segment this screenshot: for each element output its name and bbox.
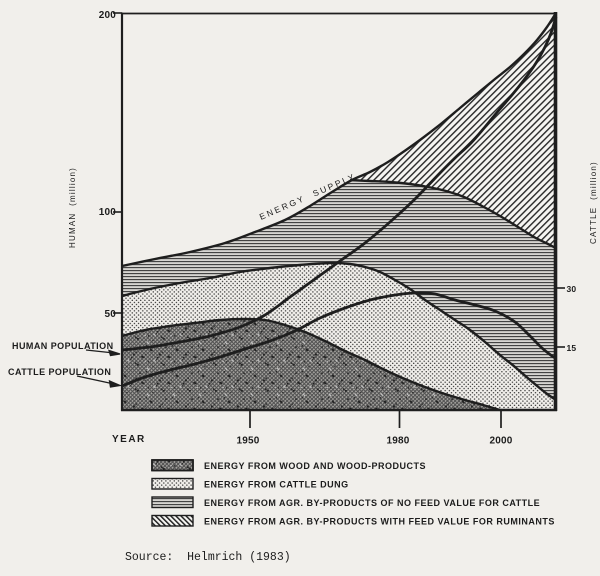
svg-text:ENERGY FROM CATTLE DUNG: ENERGY FROM CATTLE DUNG bbox=[204, 480, 349, 490]
svg-text:15: 15 bbox=[567, 343, 577, 353]
svg-text:CATTLE (million): CATTLE (million) bbox=[589, 161, 598, 244]
svg-text:1980: 1980 bbox=[386, 436, 409, 447]
svg-text:HUMAN (million): HUMAN (million) bbox=[68, 167, 77, 248]
svg-text:Source: Helmrich (1983): Source: Helmrich (1983) bbox=[125, 551, 291, 564]
svg-text:1950: 1950 bbox=[236, 436, 259, 447]
svg-text:50: 50 bbox=[104, 309, 116, 320]
svg-text:YEAR: YEAR bbox=[112, 434, 146, 445]
svg-text:HUMAN POPULATION: HUMAN POPULATION bbox=[12, 341, 114, 351]
svg-text:2000: 2000 bbox=[489, 436, 512, 447]
svg-text:200: 200 bbox=[99, 10, 117, 21]
svg-text:30: 30 bbox=[567, 284, 577, 294]
svg-text:100: 100 bbox=[99, 207, 117, 218]
svg-text:ENERGY FROM AGR. BY-PRODUCTS W: ENERGY FROM AGR. BY-PRODUCTS WITH FEED V… bbox=[204, 517, 555, 527]
svg-text:ENERGY FROM AGR. BY-PRODUCTS: ENERGY FROM AGR. BY-PRODUCTS OF NO FEED … bbox=[204, 498, 540, 508]
svg-text:ENERGY FROM WOOD AND WOOD-PROD: ENERGY FROM WOOD AND WOOD-PRODUCTS bbox=[204, 461, 426, 471]
svg-text:CATTLE POPULATION: CATTLE POPULATION bbox=[8, 367, 111, 377]
